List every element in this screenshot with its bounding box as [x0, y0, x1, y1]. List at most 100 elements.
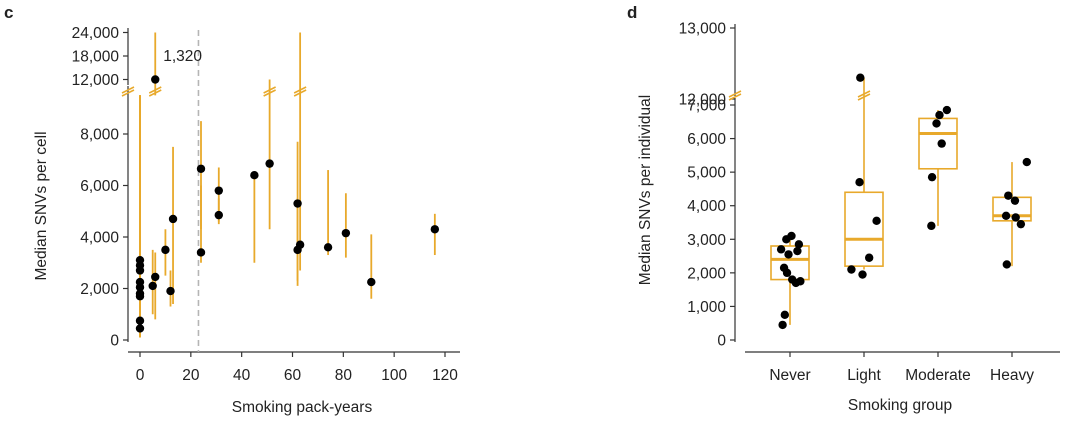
data-point — [778, 320, 787, 330]
range-bar-break-mark — [293, 86, 307, 94]
data-point — [858, 270, 867, 279]
data-point — [341, 228, 351, 238]
data-point — [196, 164, 206, 173]
y-tick-label: 6,000 — [687, 131, 726, 148]
data-point — [784, 250, 793, 259]
data-point — [148, 281, 157, 291]
x-tick-label: Never — [769, 367, 810, 384]
y-axis-break-mark — [121, 86, 135, 94]
x-tick-label: 100 — [381, 367, 407, 384]
data-point — [135, 316, 145, 325]
box — [844, 191, 884, 267]
annotation-label: 1,320 — [163, 48, 202, 65]
data-point — [250, 171, 259, 180]
y-tick-label: 24,000 — [72, 25, 120, 42]
data-point — [323, 243, 333, 252]
data-point — [937, 139, 946, 148]
panel-d-y-axis-title: Median SNVs per individual — [637, 95, 654, 285]
data-point — [135, 266, 145, 275]
data-point — [1002, 260, 1012, 269]
panel-d-chart: d Median SNVs per individual Smoking gro… — [627, 3, 1060, 414]
whisker-break-mark — [857, 90, 871, 98]
data-point — [1010, 196, 1020, 205]
data-point — [935, 110, 944, 120]
x-tick-label: 120 — [432, 367, 458, 384]
data-point — [847, 265, 856, 274]
data-point — [196, 248, 206, 257]
y-tick-label: 0 — [717, 333, 726, 350]
panel-c-letter: c — [4, 3, 13, 22]
y-tick-label: 13,000 — [679, 21, 727, 38]
panel-d-letter: d — [627, 3, 637, 22]
data-point — [214, 186, 223, 195]
data-point — [1011, 213, 1020, 222]
data-point — [1016, 219, 1026, 229]
data-point — [776, 245, 786, 254]
y-tick-label: 18,000 — [72, 49, 120, 66]
data-point — [293, 199, 302, 208]
range-bar-break-mark — [148, 89, 162, 97]
x-tick-label: 60 — [284, 367, 302, 384]
x-tick-label: 40 — [233, 367, 251, 384]
y-tick-label: 2,000 — [687, 265, 726, 282]
x-tick-label: 0 — [136, 367, 145, 384]
y-tick-label: 4,000 — [687, 198, 726, 215]
range-bar-break-mark — [263, 89, 276, 97]
y-tick-label: 5,000 — [687, 165, 726, 182]
panel-c-x-axis-title: Smoking pack-years — [232, 399, 373, 416]
data-point — [793, 246, 802, 256]
data-point — [161, 245, 170, 255]
range-bar-break-mark — [148, 86, 162, 94]
data-point — [780, 310, 790, 320]
data-point — [367, 277, 376, 287]
data-point — [151, 75, 160, 84]
data-point — [295, 240, 305, 249]
y-axis-break-mark — [728, 90, 742, 98]
y-tick-label: 3,000 — [687, 232, 726, 249]
data-point — [1004, 191, 1013, 200]
data-point — [151, 272, 160, 282]
data-point — [794, 240, 804, 249]
y-tick-label: 12,000 — [72, 72, 120, 89]
data-point — [856, 73, 865, 82]
data-point — [166, 286, 175, 296]
data-point — [791, 278, 801, 288]
y-tick-label: 0 — [110, 333, 119, 350]
range-bar-break-mark — [263, 86, 276, 94]
data-point — [942, 105, 952, 115]
y-tick-label: 2,000 — [80, 281, 119, 298]
x-tick-label: 20 — [182, 367, 200, 384]
data-point — [864, 253, 874, 262]
data-point — [135, 292, 145, 301]
y-tick-label: 1,000 — [687, 299, 726, 316]
data-point — [782, 268, 792, 278]
x-tick-label: Moderate — [905, 367, 970, 384]
data-point — [265, 159, 274, 168]
data-point — [1001, 211, 1011, 220]
y-tick-label: 7,000 — [687, 98, 726, 115]
panel-c-chart: c Median SNVs per cell Smoking pack-year… — [4, 3, 460, 416]
range-bar-break-mark — [293, 89, 307, 97]
y-tick-label: 8,000 — [80, 127, 119, 144]
y-tick-label: 12,000 — [679, 92, 727, 109]
data-point — [787, 231, 796, 241]
y-axis-break-mark — [121, 89, 135, 97]
data-point — [135, 324, 145, 333]
x-tick-label: Heavy — [990, 367, 1034, 384]
data-point — [927, 172, 937, 182]
data-point — [872, 216, 881, 226]
data-point — [214, 210, 223, 220]
data-point — [927, 221, 936, 231]
x-tick-label: Light — [847, 367, 881, 384]
y-tick-label: 4,000 — [80, 230, 119, 247]
y-axis-break-mark — [728, 93, 742, 101]
data-point — [1022, 157, 1031, 167]
panel-d-x-axis-title: Smoking group — [848, 397, 952, 414]
panel-c-y-axis-title: Median SNVs per cell — [33, 131, 50, 280]
data-point — [855, 178, 864, 187]
data-point — [168, 214, 178, 224]
y-tick-label: 6,000 — [80, 178, 119, 195]
data-point — [135, 283, 145, 292]
data-point — [430, 225, 440, 234]
